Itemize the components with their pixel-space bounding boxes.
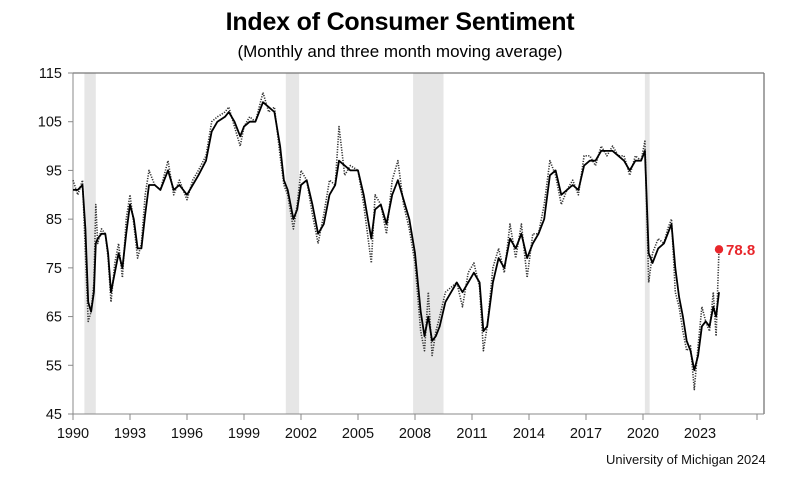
recession-band <box>413 73 444 414</box>
y-tick-label: 45 <box>46 407 62 423</box>
x-tick-label: 1993 <box>114 426 146 442</box>
plot-frame <box>72 72 765 415</box>
x-tick-label: 2005 <box>342 426 374 442</box>
x-axis: 1990 1993 1996 1999 2002 2005 2008 2011 2014 2017… <box>57 414 758 442</box>
x-tick-label: 2017 <box>570 426 602 442</box>
monthly-series-line <box>72 91 720 391</box>
x-tick-label: 1990 <box>57 426 89 442</box>
series-lines <box>72 91 720 391</box>
moving-average-series-line <box>73 101 720 372</box>
recession-bands <box>84 73 650 414</box>
recession-band <box>285 73 300 414</box>
chart-subtitle: (Monthly and three month moving average) <box>237 42 563 61</box>
source-credit: University of Michigan 2024 <box>606 452 766 467</box>
x-tick-label: 2011 <box>456 426 487 442</box>
latest-value-marker <box>714 245 724 254</box>
x-tick-label: 2023 <box>684 426 716 442</box>
latest-value-label: 78.8 <box>726 242 755 259</box>
x-tick-label: 2020 <box>627 426 659 442</box>
y-tick-label: 105 <box>38 115 62 131</box>
x-tick-label: 2002 <box>285 426 317 442</box>
x-tick-label: 1996 <box>171 426 203 442</box>
recession-band <box>644 73 650 414</box>
x-tick-label: 2014 <box>513 426 545 442</box>
x-tick-label: 2008 <box>399 426 431 442</box>
chart-title: Index of Consumer Sentiment <box>225 8 575 36</box>
y-tick-label: 115 <box>39 66 62 82</box>
y-tick-label: 55 <box>46 358 62 374</box>
recession-band <box>84 73 96 414</box>
y-tick-label: 85 <box>46 212 62 228</box>
latest-value-annotation: 78.8 <box>714 242 755 259</box>
y-tick-label: 75 <box>46 261 62 277</box>
y-tick-label: 95 <box>46 163 62 179</box>
x-tick-label: 1999 <box>228 426 260 442</box>
y-tick-label: 65 <box>46 310 62 326</box>
y-axis: 115 105 95 85 75 65 55 45 <box>38 66 73 423</box>
